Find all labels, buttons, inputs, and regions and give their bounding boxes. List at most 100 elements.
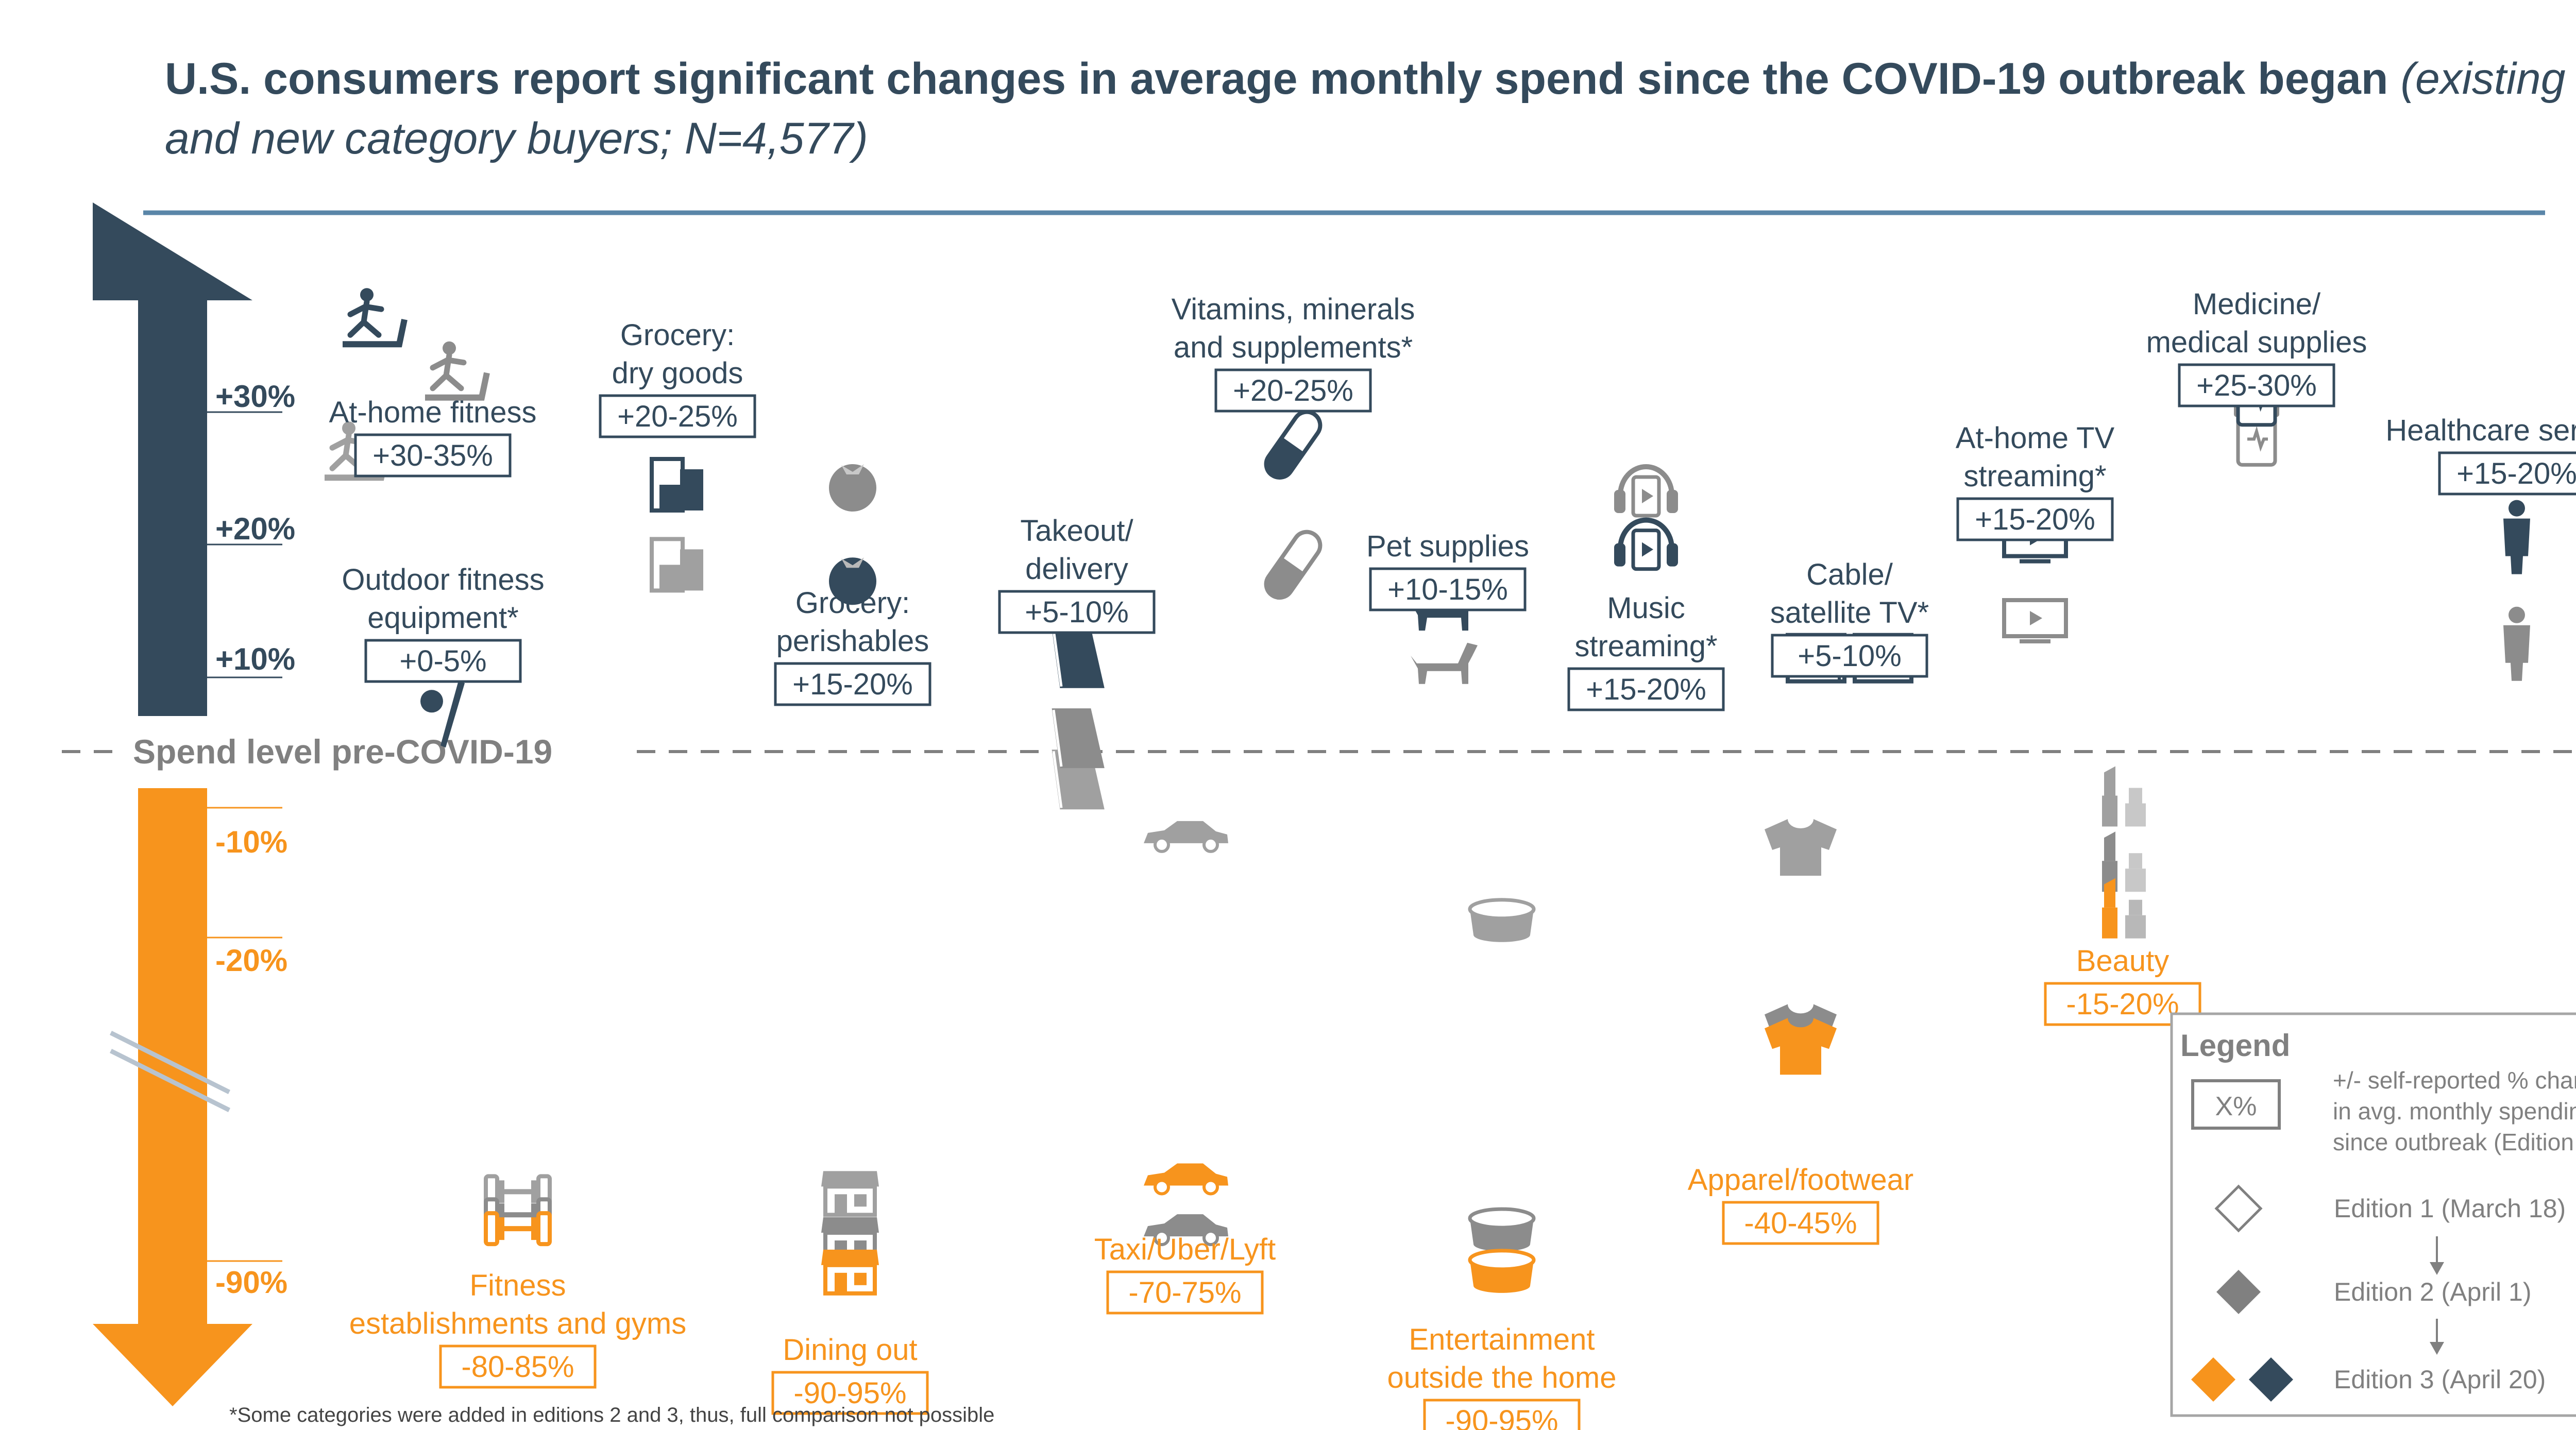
category-name: streaming* [1963,459,2106,493]
pantry-icon [650,457,703,513]
category-label: Medicine/medical supplies +25-30% [2146,287,2367,407]
storefront-icon [821,1249,879,1296]
category-group [1614,464,1678,571]
category-label: Pet supplies +10-15% [1366,530,1529,611]
category-label: Taxi/Uber/Lyft -70-75% [1094,1233,1276,1315]
category-group [1765,819,1837,1075]
dumbbell-icon [484,1211,552,1247]
category-name: delivery [1025,552,1128,586]
category-name: satellite TV* [1770,596,1929,629]
doctor-icon [2503,606,2530,681]
legend-edition1-marker [2214,1184,2263,1233]
treadmill-icon [325,421,389,481]
category-name: At-home TV [1956,421,2115,455]
value-label: +5-10% [1025,595,1129,629]
axis-ticks: +30% +20% +10% -10% -20% -90% [207,379,295,1300]
legend-value-box [2191,1079,2281,1130]
category-name: equipment* [367,601,518,635]
category-group [2102,766,2146,939]
category-label: Fitness establishments and gyms -80-85% [349,1269,686,1389]
bat-ball-icon [420,680,465,748]
lipstick-icon [2102,831,2146,892]
category-label: Vitamins, minerals and supplements* +20-25… [1172,293,1415,413]
category-group [420,680,465,748]
value-box [1214,368,1372,413]
tick-label-up-20: +20% [215,512,295,546]
treadmill-icon [425,341,490,401]
category-markers [325,288,2530,1296]
value-label: +15-20% [1586,673,1706,706]
value-box [1567,667,1725,711]
value-label: +15-20% [792,668,913,701]
baseline-label-bg [118,731,634,773]
doctor-icon [2503,500,2530,574]
tomato-icon [829,464,876,512]
stadium-icon [1468,1249,1536,1293]
category-label: Apparel/footwear -40-45% [1688,1163,1913,1245]
treadmill-icon [343,288,408,348]
capsule-icon [1264,410,1323,480]
tick-label-up-30: +30% [215,379,295,414]
category-name: establishments and gyms [349,1307,686,1340]
category-name: Vitamins, minerals [1172,293,1415,326]
value-label: -90-95% [1445,1404,1558,1430]
legend-edition3-marker-navy [2249,1357,2293,1402]
category-label: At-home TV streaming* +15-20% [1956,421,2115,541]
capsule-icon [1264,530,1323,600]
category-name: Taxi/Uber/Lyft [1094,1233,1276,1266]
category-group [1468,898,1536,1293]
value-label: +25-30% [2196,369,2317,402]
value-box [1956,497,2114,541]
value-box [1722,1201,1879,1245]
value-label: -80-85% [461,1350,574,1384]
value-box [2438,451,2576,496]
value-label: +10-15% [1387,573,1508,606]
up-arrow [93,202,252,716]
legend-title: Legend [2180,1028,2290,1063]
value-box [1423,1399,1581,1430]
value-label: +0-5% [399,644,486,678]
value-label: -70-75% [1128,1276,1241,1309]
category-name: Grocery: [620,318,735,352]
value-box [2178,363,2335,407]
category-label: Entertainment outside the home -90-95% [1387,1323,1616,1430]
category-label: Grocery: perishables +15-20% [774,586,931,706]
category-group [325,288,490,481]
category-label: Grocery: dry goods +20-25% [599,318,756,438]
value-box [998,590,1156,634]
value-box [439,1344,597,1389]
category-group [1144,821,1228,1247]
lipstick-icon [2102,878,2146,939]
category-name: streaming* [1574,629,1717,663]
axis-break [109,1048,231,1113]
dog-icon [1411,642,1478,684]
tick-label-down-10: -10% [215,825,287,859]
category-label: Cable/satellite TV* +5-10% [1770,558,1929,678]
headphones-icon [1614,517,1678,571]
shirt-icon [1765,819,1837,876]
category-group [2503,500,2530,681]
legend-arrow-head [2430,1262,2444,1275]
category-group [650,457,703,593]
car-icon [1144,1163,1228,1196]
category-name: medical supplies [2146,326,2367,359]
lipstick-icon [2102,766,2146,827]
legend-edition3-marker-orange [2191,1357,2235,1402]
value-box [771,1371,929,1415]
tick-label-down-20: -20% [215,943,287,978]
value-label: -90-95% [793,1376,906,1410]
legend-box-desc-line2: in avg. monthly spending [2333,1098,2576,1125]
pantry-icon [650,537,703,593]
value-box [1369,567,1527,611]
category-name: Dining out [783,1333,917,1367]
value-label: +15-20% [1975,503,2095,536]
value-box [599,394,756,438]
title-bold: U.S. consumers report significant change… [165,54,2388,104]
category-name: Cable/ [1806,558,1893,591]
category-name: dry goods [612,356,743,390]
value-label: -15-20% [2066,988,2179,1021]
headphones-icon [1614,464,1678,518]
legend-edition2-marker [2216,1270,2261,1314]
